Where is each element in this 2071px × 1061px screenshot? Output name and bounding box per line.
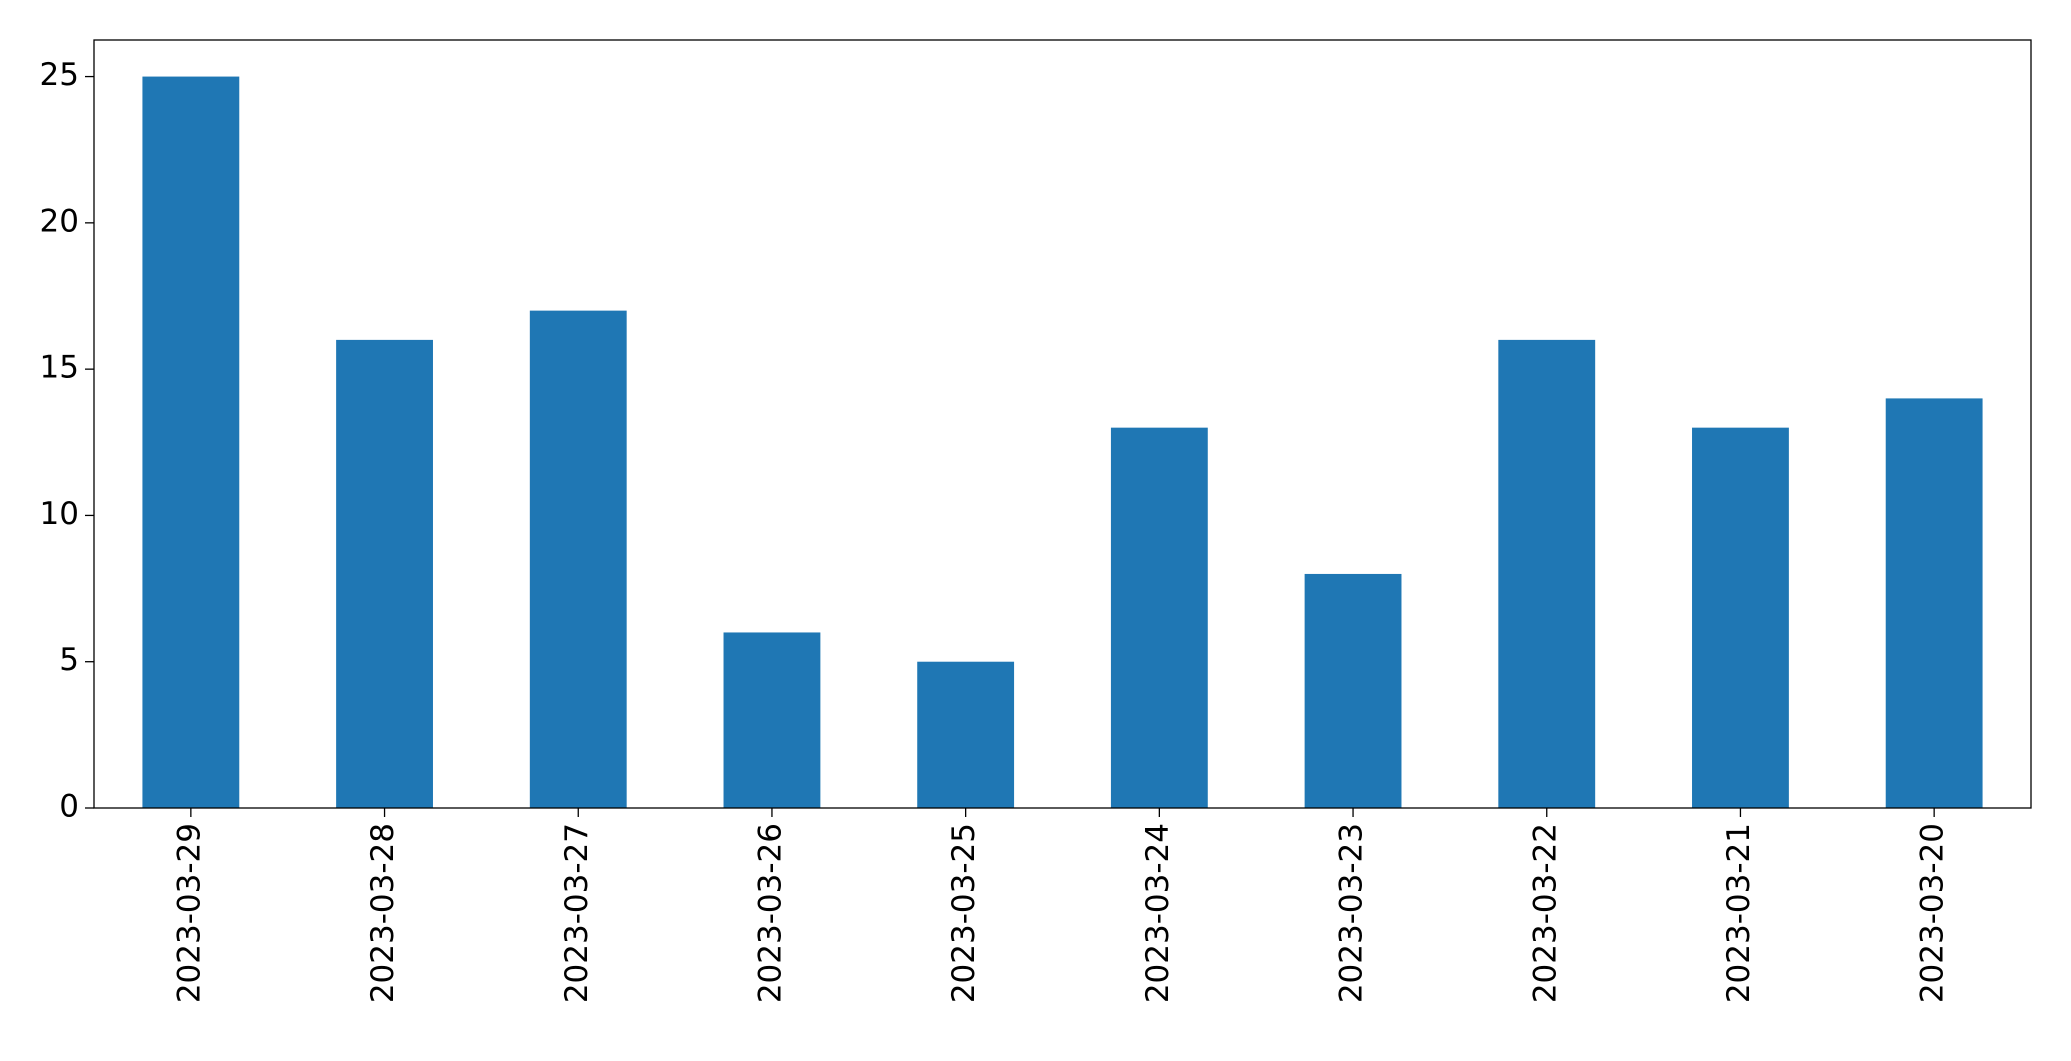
plot-frame	[93, 39, 2032, 809]
bar	[142, 76, 240, 809]
y-tick-label: 15	[40, 350, 79, 386]
x-tick-label: 2023-03-20	[1915, 823, 1951, 1003]
bar	[1304, 573, 1402, 808]
x-tick-label: 2023-03-25	[946, 823, 982, 1003]
y-tick-label: 20	[40, 203, 79, 239]
y-tick-label: 5	[59, 642, 79, 678]
x-tick-label: 2023-03-26	[752, 823, 788, 1003]
y-tick-label: 25	[40, 57, 79, 93]
x-tick-label: 2023-03-24	[1140, 823, 1176, 1003]
bar	[336, 339, 433, 808]
y-tick-label: 0	[59, 789, 79, 825]
x-tick-label: 2023-03-27	[559, 823, 595, 1003]
x-tick-label: 2023-03-29	[171, 823, 207, 1003]
bar	[1498, 339, 1596, 808]
x-tick-label: 2023-03-23	[1334, 823, 1370, 1003]
x-tick-label: 2023-03-28	[365, 823, 401, 1003]
bar	[1692, 427, 1789, 808]
bar	[1885, 398, 1983, 808]
bar	[529, 310, 627, 808]
bar	[917, 661, 1015, 808]
bar	[723, 632, 821, 808]
x-tick-label: 2023-03-22	[1527, 823, 1563, 1003]
y-tick-label: 10	[40, 496, 79, 532]
bar	[1110, 427, 1208, 808]
x-tick-label: 2023-03-21	[1721, 823, 1757, 1003]
